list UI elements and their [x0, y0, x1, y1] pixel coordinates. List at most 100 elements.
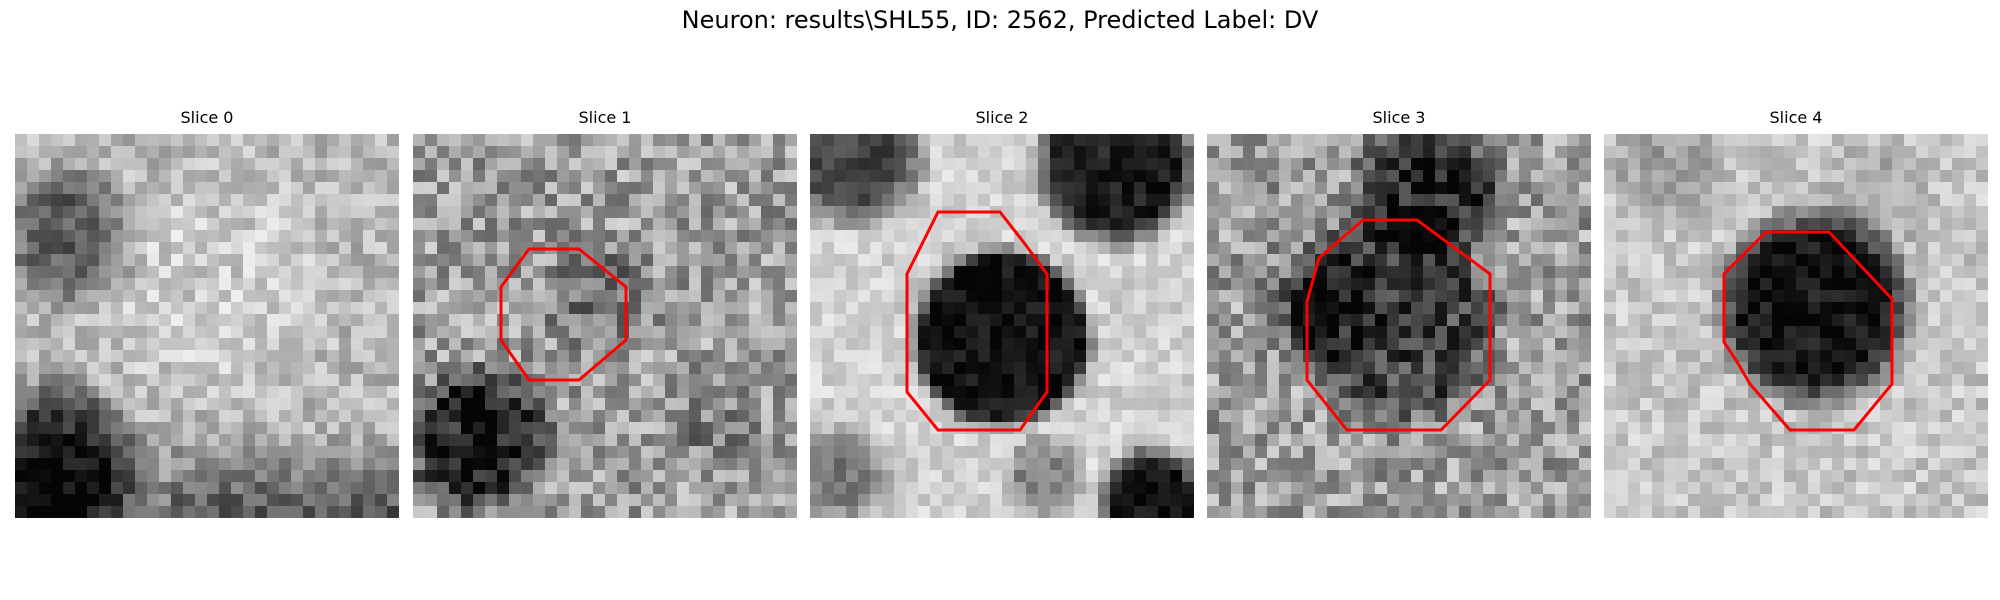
image-pixel: [267, 374, 279, 386]
image-pixel: [1952, 374, 1964, 386]
image-pixel: [1555, 194, 1567, 206]
image-pixel: [171, 386, 183, 398]
image-pixel: [713, 434, 725, 446]
image-pixel: [485, 338, 497, 350]
image-pixel: [1086, 434, 1098, 446]
image-pixel: [810, 218, 822, 230]
image-pixel: [1363, 482, 1375, 494]
image-pixel: [473, 422, 485, 434]
image-pixel: [1447, 386, 1459, 398]
image-pixel: [1098, 170, 1110, 182]
image-pixel: [135, 434, 147, 446]
image-pixel: [255, 182, 267, 194]
image-pixel: [1976, 230, 1988, 242]
image-pixel: [267, 458, 279, 470]
image-pixel: [27, 158, 39, 170]
image-pixel: [1712, 134, 1724, 146]
image-pixel: [1014, 266, 1026, 278]
image-pixel: [1387, 362, 1399, 374]
image-pixel: [1628, 170, 1640, 182]
image-pixel: [1423, 446, 1435, 458]
image-pixel: [123, 194, 135, 206]
image-pixel: [279, 494, 291, 506]
image-pixel: [1291, 314, 1303, 326]
image-pixel: [461, 230, 473, 242]
image-pixel: [1050, 434, 1062, 446]
image-pixel: [1098, 374, 1110, 386]
image-pixel: [1664, 182, 1676, 194]
image-pixel: [1880, 266, 1892, 278]
image-pixel: [677, 494, 689, 506]
image-pixel: [87, 458, 99, 470]
image-pixel: [870, 194, 882, 206]
image-pixel: [39, 362, 51, 374]
image-pixel: [1243, 302, 1255, 314]
image-pixel: [1952, 230, 1964, 242]
image-pixel: [183, 338, 195, 350]
image-pixel: [87, 134, 99, 146]
image-pixel: [387, 482, 399, 494]
image-pixel: [1784, 278, 1796, 290]
image-pixel: [1784, 434, 1796, 446]
image-pixel: [1471, 398, 1483, 410]
image-pixel: [27, 446, 39, 458]
image-pixel: [15, 386, 27, 398]
image-pixel: [497, 398, 509, 410]
image-pixel: [1868, 326, 1880, 338]
image-pixel: [870, 446, 882, 458]
image-pixel: [485, 494, 497, 506]
image-pixel: [1038, 410, 1050, 422]
image-pixel: [1279, 182, 1291, 194]
image-pixel: [1447, 314, 1459, 326]
image-pixel: [1327, 254, 1339, 266]
image-pixel: [978, 458, 990, 470]
image-pixel: [641, 146, 653, 158]
image-pixel: [1375, 362, 1387, 374]
image-pixel: [1628, 290, 1640, 302]
image-pixel: [1291, 458, 1303, 470]
image-pixel: [1976, 446, 1988, 458]
image-pixel: [978, 386, 990, 398]
image-pixel: [315, 182, 327, 194]
image-pixel: [219, 338, 231, 350]
image-pixel: [1952, 254, 1964, 266]
image-pixel: [1375, 410, 1387, 422]
image-pixel: [87, 362, 99, 374]
image-pixel: [1207, 182, 1219, 194]
image-pixel: [1026, 182, 1038, 194]
image-pixel: [1219, 182, 1231, 194]
image-pixel: [1904, 362, 1916, 374]
slice-title: Slice 1: [578, 108, 632, 127]
image-pixel: [1026, 386, 1038, 398]
image-pixel: [1772, 242, 1784, 254]
image-pixel: [1243, 266, 1255, 278]
image-pixel: [1170, 290, 1182, 302]
image-pixel: [27, 266, 39, 278]
image-pixel: [1303, 146, 1315, 158]
image-pixel: [497, 494, 509, 506]
image-pixel: [834, 242, 846, 254]
image-pixel: [327, 422, 339, 434]
image-pixel: [990, 146, 1002, 158]
image-pixel: [1255, 434, 1267, 446]
image-pixel: [557, 134, 569, 146]
image-pixel: [1219, 326, 1231, 338]
image-pixel: [1892, 434, 1904, 446]
image-pixel: [1856, 206, 1868, 218]
image-pixel: [906, 434, 918, 446]
image-pixel: [1567, 446, 1579, 458]
image-pixel: [846, 314, 858, 326]
image-pixel: [1724, 206, 1736, 218]
image-pixel: [27, 302, 39, 314]
image-pixel: [1688, 134, 1700, 146]
image-pixel: [351, 230, 363, 242]
image-pixel: [870, 326, 882, 338]
image-pixel: [1856, 446, 1868, 458]
image-pixel: [99, 314, 111, 326]
image-pixel: [822, 254, 834, 266]
image-pixel: [339, 398, 351, 410]
image-pixel: [279, 218, 291, 230]
image-pixel: [1315, 362, 1327, 374]
image-pixel: [1182, 230, 1194, 242]
image-pixel: [1543, 242, 1555, 254]
